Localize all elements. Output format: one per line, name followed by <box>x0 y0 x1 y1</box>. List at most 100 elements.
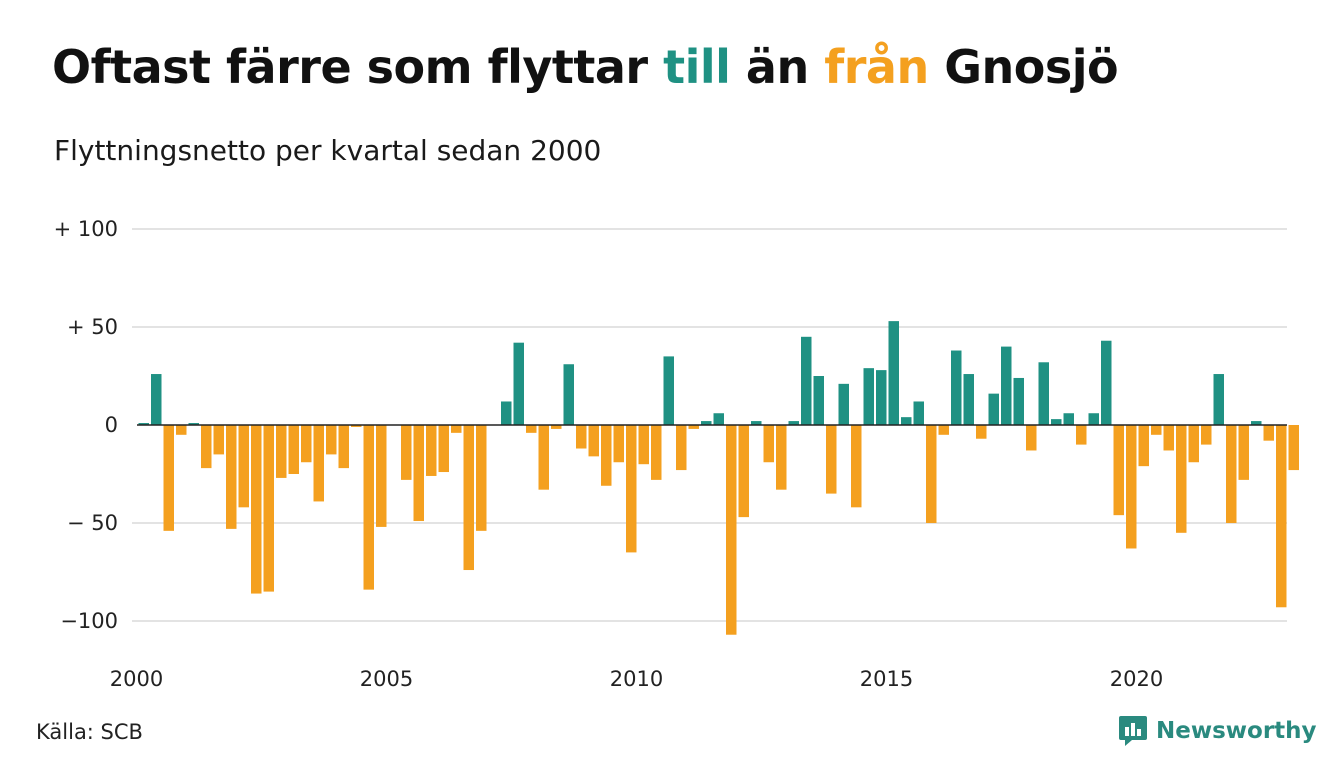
bar <box>201 425 212 469</box>
bar <box>1088 413 1099 425</box>
bar <box>313 425 324 502</box>
y-tick-label: − 50 <box>67 511 118 535</box>
bar <box>1163 425 1174 451</box>
bar <box>688 425 699 429</box>
bar <box>476 425 487 531</box>
bar <box>326 425 337 455</box>
bar <box>151 374 162 425</box>
x-tick-label: 2005 <box>360 667 413 691</box>
bar <box>538 425 549 490</box>
bar <box>1126 425 1137 549</box>
bar <box>1026 425 1037 451</box>
bar <box>551 425 562 429</box>
bar <box>1063 413 1074 425</box>
bar <box>638 425 649 465</box>
bar <box>213 425 224 455</box>
bar <box>588 425 599 457</box>
bar <box>651 425 662 480</box>
bar <box>626 425 637 553</box>
bar <box>1151 425 1162 435</box>
bar <box>1001 346 1012 425</box>
bar <box>701 421 712 425</box>
bar <box>1113 425 1124 516</box>
bar <box>401 425 412 480</box>
x-tick-label: 2020 <box>1110 667 1163 691</box>
bar <box>251 425 262 594</box>
bar <box>738 425 749 518</box>
bar <box>288 425 299 474</box>
bar <box>338 425 349 469</box>
bar <box>376 425 387 527</box>
bar <box>813 376 824 425</box>
y-tick-label: 0 <box>105 413 118 437</box>
bar <box>838 383 849 425</box>
bar <box>776 425 787 490</box>
bar <box>576 425 587 449</box>
y-tick-label: + 100 <box>54 217 118 241</box>
bar <box>1213 374 1224 425</box>
bar <box>1176 425 1187 533</box>
bar <box>1288 425 1299 471</box>
bar <box>901 417 912 425</box>
bar <box>826 425 837 494</box>
bar <box>888 321 899 425</box>
bar <box>301 425 312 463</box>
bar <box>913 401 924 425</box>
chart-title: Oftast färre som flyttar till än från Gn… <box>52 40 1119 94</box>
bar <box>876 370 887 425</box>
bar <box>138 423 149 425</box>
x-tick-label: 2000 <box>110 667 163 691</box>
bar <box>938 425 949 435</box>
chart-subtitle: Flyttningsnetto per kvartal sedan 2000 <box>54 134 602 167</box>
bar <box>426 425 437 476</box>
bar <box>1038 362 1049 425</box>
bar <box>163 425 174 531</box>
bar <box>713 413 724 425</box>
bar <box>601 425 612 486</box>
bar <box>276 425 287 478</box>
bar <box>663 356 674 425</box>
bar <box>463 425 474 571</box>
bar <box>513 342 524 425</box>
y-tick-label: + 50 <box>67 315 118 339</box>
bar <box>351 425 362 427</box>
bar <box>613 425 624 463</box>
bar <box>1276 425 1287 608</box>
bar <box>501 401 512 425</box>
bar <box>188 423 199 425</box>
bar <box>926 425 937 523</box>
x-tick-label: 2015 <box>860 667 913 691</box>
bar <box>988 393 999 425</box>
bar <box>1238 425 1249 480</box>
bar <box>1201 425 1212 445</box>
bar <box>1013 377 1024 425</box>
title-till: till <box>663 40 731 94</box>
bar <box>951 350 962 425</box>
bar <box>238 425 249 508</box>
bar <box>451 425 462 433</box>
bar <box>413 425 424 522</box>
bar <box>1138 425 1149 467</box>
bar <box>176 425 187 435</box>
brand-name: Newsworthy <box>1156 718 1317 744</box>
bar <box>763 425 774 463</box>
title-fran: från <box>824 40 929 94</box>
bar <box>863 368 874 425</box>
x-tick-label: 2010 <box>610 667 663 691</box>
title-part-1: Oftast färre som flyttar <box>52 40 664 94</box>
title-part-5: Gnosjö <box>928 40 1119 94</box>
y-axis-ticks: + 100 + 50 0 − 50 −100 <box>54 217 118 633</box>
bar <box>226 425 237 529</box>
bar <box>1188 425 1199 463</box>
x-axis-ticks: 2000 2005 2010 2015 2020 <box>110 667 1163 691</box>
bar-chart: + 100 + 50 0 − 50 −100 2000 2005 2010 2015 2020 <box>54 217 1299 691</box>
bar <box>563 364 574 425</box>
source-label: Källa: SCB <box>36 720 143 744</box>
bar <box>1101 340 1112 425</box>
bar <box>751 421 762 425</box>
bar <box>976 425 987 439</box>
bar <box>1226 425 1237 523</box>
bar <box>438 425 449 473</box>
bar <box>676 425 687 471</box>
brand-logo[interactable]: Newsworthy <box>1118 714 1317 748</box>
